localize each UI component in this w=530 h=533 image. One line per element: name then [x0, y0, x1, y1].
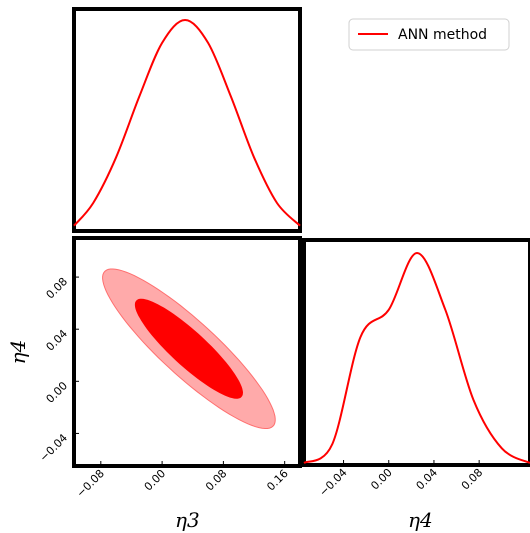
eta4-marginal-frame	[302, 238, 530, 467]
x-tick-label: 0.00	[142, 467, 169, 494]
x-tick-label: 0.08	[459, 466, 486, 493]
eta4-marginal-curve	[303, 251, 530, 464]
legend: ANN method	[348, 18, 510, 51]
y-tick-label: 0.08	[44, 275, 71, 302]
eta3-marginal-panel	[72, 7, 302, 233]
x-axis-label-eta3: η3	[175, 508, 200, 532]
y-axis-label-eta4-text: η4	[6, 340, 30, 365]
x-tick-label: 0.04	[414, 466, 441, 493]
eta3-marginal-frame	[72, 7, 302, 233]
x-tick-label: −0.04	[317, 466, 350, 499]
y-tick-label: 0.00	[44, 379, 71, 406]
x-tick-label: 0.00	[368, 466, 395, 493]
y-tick-label: −0.04	[37, 431, 70, 464]
joint-frame	[72, 236, 302, 468]
eta3-marginal-curve	[73, 18, 301, 227]
legend-box	[348, 18, 510, 51]
x-axis-label-eta4: η4	[408, 508, 433, 532]
joint-panel: −0.08 0.00 0.08 0.16 −0.04 0.00 0.04 0.08 η3 η…	[6, 236, 302, 532]
x-tick-label: 0.08	[203, 467, 230, 494]
x-tick-label: 0.16	[264, 467, 291, 494]
x-tick-label: −0.08	[74, 467, 107, 500]
x-axis-label-eta3-text: η3	[175, 508, 200, 532]
eta4-marginal-panel: −0.04 0.00 0.04 0.08 η4	[302, 238, 530, 532]
legend-label: ANN method	[398, 27, 487, 43]
y-axis-label-eta4: η4	[6, 340, 30, 365]
x-axis-label-eta4-text: η4	[408, 508, 433, 532]
y-tick-label: 0.04	[44, 327, 71, 354]
contour-68	[134, 298, 244, 399]
